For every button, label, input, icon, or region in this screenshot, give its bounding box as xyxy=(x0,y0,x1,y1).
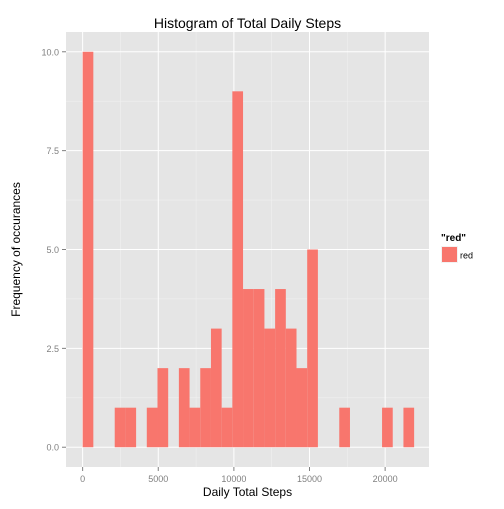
histogram-bar xyxy=(382,407,393,448)
histogram-bar xyxy=(200,368,211,448)
legend-entry-label: red xyxy=(460,251,473,261)
y-tick-label: 10.0 xyxy=(41,47,59,57)
histogram-bar xyxy=(339,407,350,448)
x-tick-label: 0 xyxy=(80,474,85,484)
x-tick-label: 10000 xyxy=(221,474,246,484)
y-tick-label: 7.5 xyxy=(46,146,59,156)
y-axis-ticks: 0.0 2.5 5.0 7.5 10.0 xyxy=(41,47,66,453)
histogram-bar xyxy=(243,289,254,448)
histogram-bar xyxy=(157,368,169,448)
histogram-bar xyxy=(178,368,190,448)
histogram-bar xyxy=(210,328,222,448)
histogram-bar xyxy=(146,407,158,448)
legend-title: "red" xyxy=(441,233,466,244)
histogram-bar xyxy=(125,407,137,448)
histogram-bar xyxy=(189,407,201,448)
y-tick-label: 5.0 xyxy=(46,245,59,255)
legend: "red" red xyxy=(441,233,473,263)
x-tick-label: 5000 xyxy=(148,474,168,484)
x-tick-label: 15000 xyxy=(297,474,322,484)
histogram-bar xyxy=(275,289,286,448)
histogram-bar xyxy=(114,407,126,448)
histogram-bar xyxy=(232,91,244,448)
x-axis-ticks: 0 5000 10000 15000 20000 xyxy=(80,467,398,484)
y-axis-label: Frequency of occurances xyxy=(9,182,23,317)
histogram-bar xyxy=(403,407,415,448)
histogram-bar xyxy=(307,249,318,448)
y-tick-label: 2.5 xyxy=(46,344,59,354)
histogram-bar xyxy=(82,51,94,448)
histogram-bar xyxy=(285,328,297,448)
histogram-bar xyxy=(221,407,233,448)
bars xyxy=(82,51,415,448)
histogram-bar xyxy=(253,289,265,448)
legend-swatch xyxy=(442,247,457,262)
histogram-bar xyxy=(264,328,276,448)
x-tick-label: 20000 xyxy=(373,474,398,484)
x-axis-label: Daily Total Steps xyxy=(203,485,292,499)
y-tick-label: 0.0 xyxy=(46,443,59,453)
histogram-bar xyxy=(296,368,308,448)
chart-title: Histogram of Total Daily Steps xyxy=(154,15,341,31)
